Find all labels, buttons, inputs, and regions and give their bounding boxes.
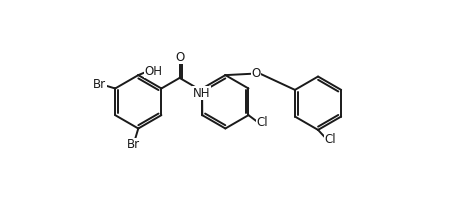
Text: Cl: Cl (257, 116, 268, 129)
Text: O: O (252, 67, 261, 80)
Text: Br: Br (127, 138, 140, 151)
Text: Br: Br (93, 78, 107, 91)
Text: NH: NH (192, 87, 210, 100)
Text: O: O (175, 51, 184, 64)
Text: OH: OH (145, 65, 163, 78)
Text: Cl: Cl (325, 133, 337, 146)
